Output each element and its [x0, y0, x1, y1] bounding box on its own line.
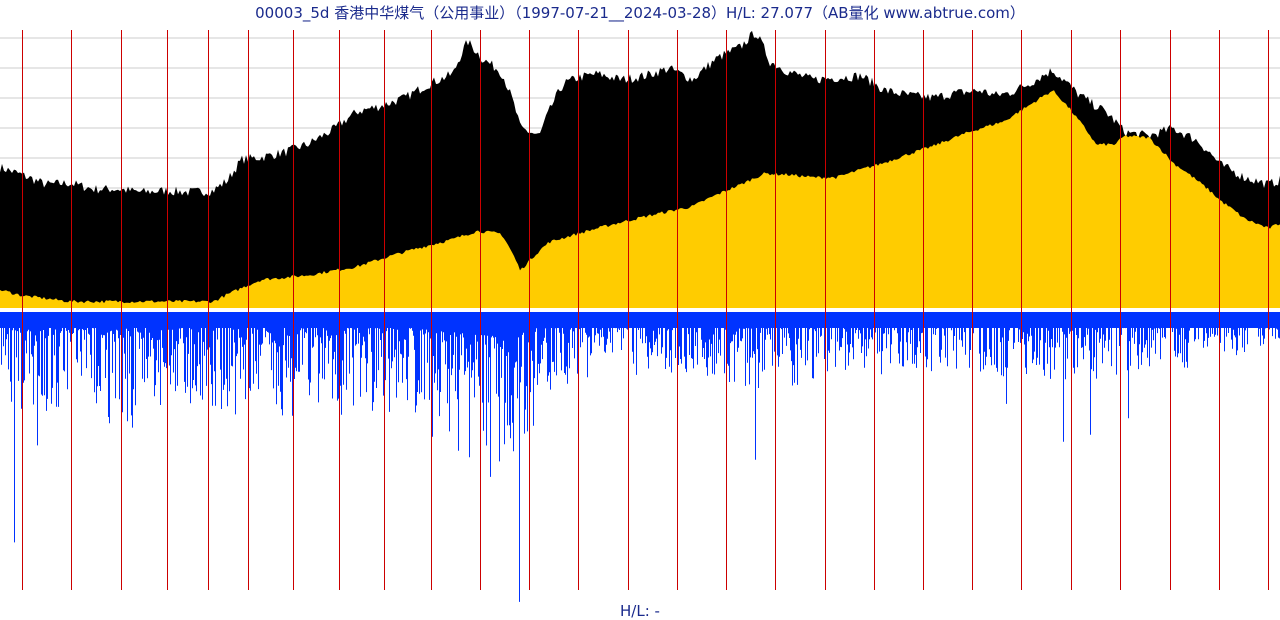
panel-divider [0, 308, 1280, 312]
chart-title: 00003_5d 香港中华煤气（公用事业）（1997-07-21__2024-0… [255, 4, 1025, 22]
volume-bars [0, 312, 1280, 602]
lower-series-area [0, 90, 1280, 308]
lower-panel-label: H/L: - [620, 602, 660, 620]
year-markers [22, 30, 1269, 590]
lower-area [0, 90, 1280, 308]
divider-band [0, 308, 1280, 312]
